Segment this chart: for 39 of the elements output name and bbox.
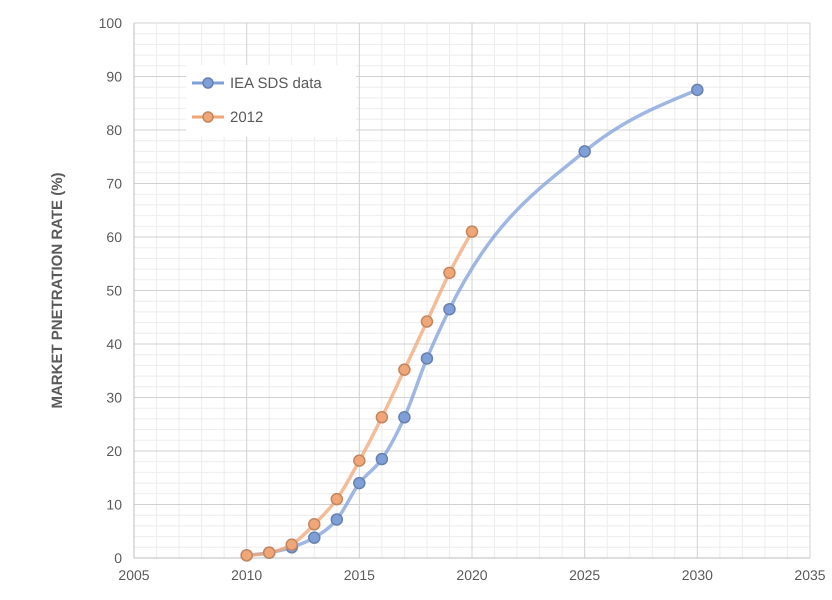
x-tick-label: 2025 (569, 567, 600, 583)
y-axis-title: MARKET PNETRATION RATE (%) (49, 172, 66, 409)
point (420, 352, 434, 365)
y-tick-label: 90 (106, 68, 122, 84)
x-tick-label: 2035 (794, 567, 826, 583)
y-tick-label: 20 (106, 443, 122, 459)
point (420, 315, 434, 328)
point (330, 492, 344, 506)
x-tick-label: 2030 (682, 567, 714, 583)
y-tick-label: 80 (106, 122, 122, 138)
point (443, 302, 456, 316)
y-tick-label: 50 (106, 282, 122, 298)
x-tick-label: 2010 (231, 567, 262, 583)
point (353, 476, 366, 490)
y-tick-label: 100 (98, 15, 122, 31)
y-tick-label: 10 (106, 496, 122, 512)
point (330, 513, 344, 526)
x-tick-label: 2015 (344, 567, 376, 583)
point (398, 363, 411, 376)
point (308, 518, 321, 531)
point (308, 531, 321, 544)
y-tick-label: 70 (106, 176, 122, 192)
point (691, 84, 704, 96)
x-tick-label: 2020 (456, 567, 488, 583)
point (376, 452, 388, 466)
point (466, 225, 478, 238)
point (578, 145, 591, 158)
y-tick-label: 60 (106, 229, 122, 245)
x-tick-label: 2005 (118, 567, 150, 583)
y-tick-label: 30 (106, 390, 122, 406)
point (443, 266, 456, 280)
point (353, 454, 366, 467)
y-tick-label: 0 (114, 550, 122, 566)
point (398, 411, 411, 424)
legend-label: 2012 (230, 109, 264, 126)
y-tick-label: 40 (106, 336, 122, 352)
legend-label: IEA SDS data (230, 75, 322, 92)
point (376, 411, 388, 424)
point (285, 538, 298, 551)
